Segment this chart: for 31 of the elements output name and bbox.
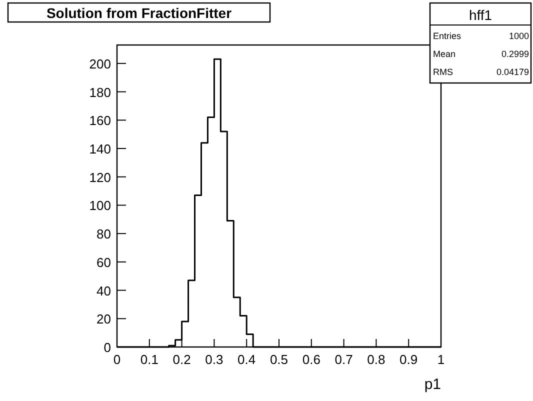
x-tick-label: 0.6 (302, 352, 320, 367)
x-tick-label: 0.7 (334, 352, 353, 367)
x-tick-label: 0.2 (172, 352, 191, 367)
chart-title: Solution from FractionFitter (46, 5, 232, 21)
x-axis-title: p1 (424, 376, 441, 393)
x-tick-label: 0.3 (205, 352, 224, 367)
x-tick-label: 0 (113, 352, 121, 367)
y-tick-label: 180 (89, 84, 111, 100)
annotation: Mean (433, 49, 456, 59)
x-tick-label: 0.9 (400, 352, 418, 367)
y-tick-label: 200 (89, 56, 111, 72)
x-tick-label: 0.1 (140, 352, 158, 367)
annotation: RMS (433, 67, 453, 77)
x-tick-label: 0.5 (270, 352, 288, 367)
x-tick-label: 0.8 (367, 352, 386, 367)
y-tick-label: 60 (96, 254, 111, 270)
y-tick-label: 120 (89, 170, 111, 185)
text: 0.04179 (496, 67, 529, 77)
x-tick-label: 1 (437, 352, 445, 367)
y-tick-label: 100 (89, 198, 111, 214)
y-tick-label: 0 (104, 340, 111, 355)
y-tick-label: 20 (96, 312, 111, 327)
y-tick-label: 80 (96, 226, 111, 242)
text: hff1 (468, 7, 492, 23)
text: Entries (433, 31, 462, 41)
text: 1000 (508, 31, 529, 41)
y-tick-label: 40 (96, 283, 111, 298)
y-tick-label: 140 (89, 142, 111, 156)
y-tick-label: 160 (89, 113, 111, 128)
text: 0.2999 (501, 49, 529, 59)
x-tick-label: 0.4 (238, 352, 256, 367)
